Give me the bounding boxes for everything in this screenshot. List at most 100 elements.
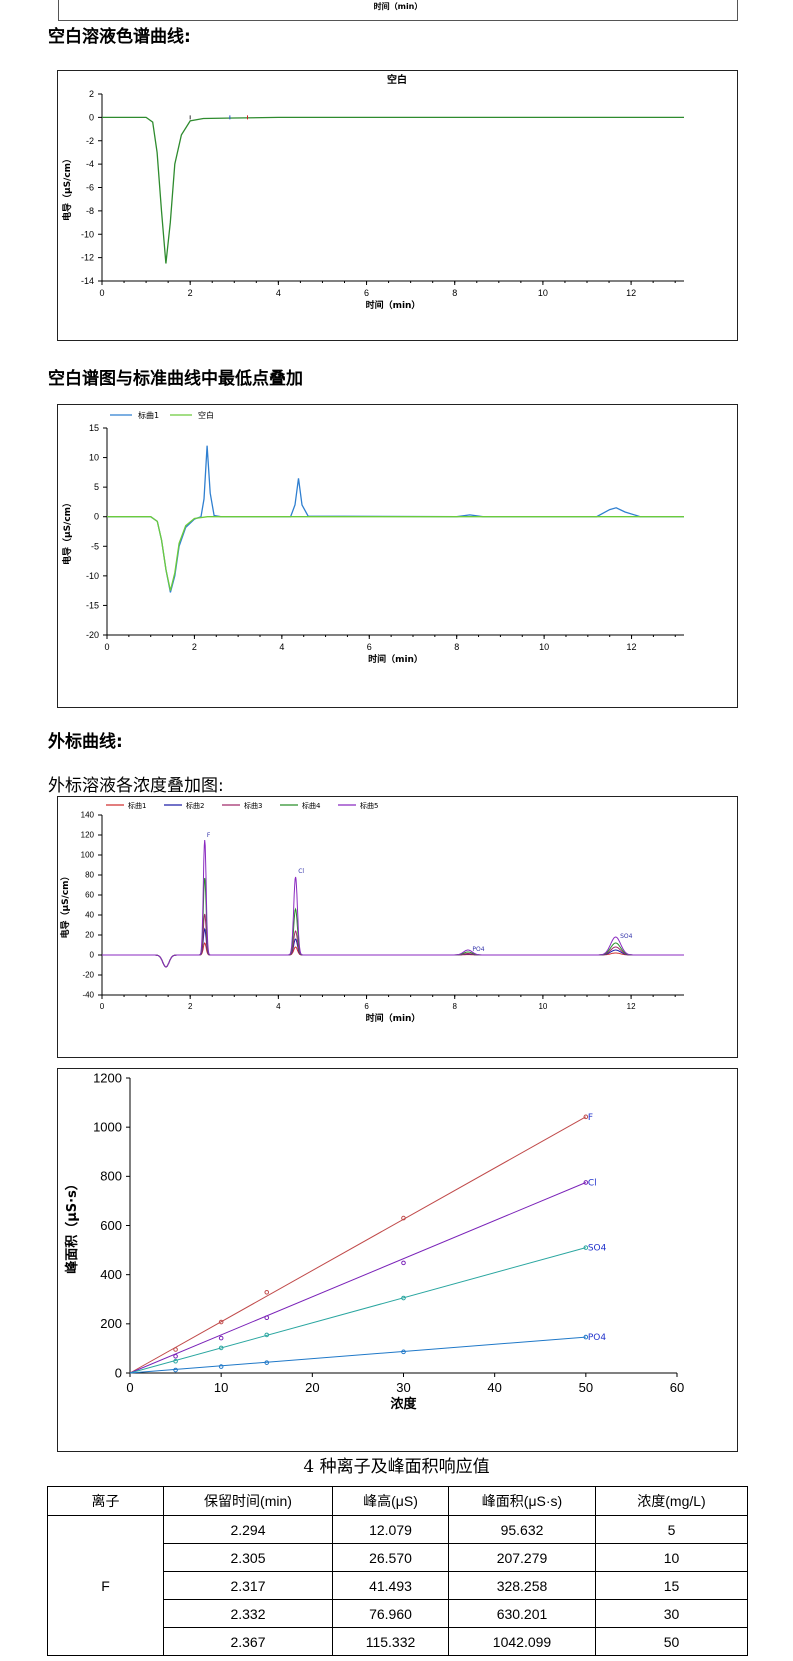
y-tick-label: 10 xyxy=(89,453,99,463)
header-height: 峰高(μS) xyxy=(332,1486,449,1516)
legend-label: 标曲1 xyxy=(128,801,146,810)
area-cell: 328.258 xyxy=(448,1571,596,1600)
x-tick-label: 8 xyxy=(452,288,457,298)
plot-frame xyxy=(102,815,684,995)
header-area: 峰面积(μS·s) xyxy=(448,1486,596,1516)
y-tick-label: -14 xyxy=(81,276,94,286)
y-tick-label: 400 xyxy=(100,1267,122,1282)
x-tick-label: 10 xyxy=(538,288,548,298)
data-point xyxy=(264,1360,270,1365)
data-point xyxy=(173,1353,178,1359)
y-tick-label: 1000 xyxy=(93,1120,122,1135)
header-conc: 浓度(mg/L) xyxy=(595,1486,748,1516)
height-cell: 115.332 xyxy=(332,1627,449,1656)
x-tick-label: 0 xyxy=(100,1002,105,1011)
standards-overlay-chart-svg: 0 2 4 6 8 10 12 140 120 100 80 60 40 20 0 -20 -40 时间（min）… xyxy=(59,801,684,1024)
x-tick-label: 4 xyxy=(276,288,281,298)
x-tick-label: 8 xyxy=(454,642,459,652)
x-tick-label: 30 xyxy=(396,1380,410,1395)
data-point xyxy=(583,1180,589,1185)
overlay-all-section-title: 外标溶液各浓度叠加图: xyxy=(48,776,224,796)
y-tick-label: -10 xyxy=(86,571,99,581)
blank-section-title: 空白溶液色谱曲线: xyxy=(48,27,191,47)
legend-label: 标曲5 xyxy=(360,801,378,810)
x-tick-label: 2 xyxy=(188,1002,193,1011)
area-cell: 95.632 xyxy=(448,1515,596,1544)
y-tick-label: 5 xyxy=(94,482,99,492)
y-tick-label: 140 xyxy=(81,811,95,820)
height-cell: 41.493 xyxy=(332,1571,449,1600)
y-axis-label: 电导（μS/cm） xyxy=(61,498,73,565)
fit-line xyxy=(129,1336,586,1374)
y-tick-label: 200 xyxy=(100,1316,122,1331)
data-point xyxy=(583,1245,589,1250)
conc-cell: 10 xyxy=(595,1543,748,1572)
data-point xyxy=(401,1349,406,1355)
chart-title: 空白 xyxy=(387,73,407,86)
x-axis-label: 浓度 xyxy=(390,1396,417,1412)
data-point xyxy=(173,1347,178,1352)
conc-cell: 5 xyxy=(595,1515,748,1544)
table-row: F 2.294 12.079 95.632 5 xyxy=(47,1515,748,1656)
area-cell: 1042.099 xyxy=(448,1627,596,1656)
x-tick-label: 6 xyxy=(367,642,372,652)
y-axis-label: 电导（μS/cm） xyxy=(61,154,73,221)
x-tick-label: 6 xyxy=(364,288,369,298)
y-tick-label: 40 xyxy=(85,911,94,920)
x-tick-label: 4 xyxy=(276,1002,281,1011)
previous-chart-fragment: 时间（min） xyxy=(58,0,738,21)
series-line xyxy=(102,877,684,968)
series-label: SO4 xyxy=(588,1244,607,1254)
data-point xyxy=(401,1295,406,1301)
y-tick-label: -15 xyxy=(86,600,99,610)
y-tick-label: 0 xyxy=(115,1365,122,1380)
x-tick-label: 10 xyxy=(538,1002,547,1011)
data-point xyxy=(583,1334,589,1340)
area-cell: 630.201 xyxy=(448,1599,596,1628)
x-tick-label: 4 xyxy=(279,642,284,652)
table-row: 2.367 115.332 1042.099 50 xyxy=(48,1627,748,1656)
data-point xyxy=(173,1358,178,1364)
height-cell: 12.079 xyxy=(332,1515,449,1544)
x-tick-label: 2 xyxy=(192,642,197,652)
header-ion: 离子 xyxy=(47,1486,164,1516)
standards-overlay-chart: 0 2 4 6 8 10 12 140 120 100 80 60 40 20 0 -20 -40 时间（min）… xyxy=(57,796,738,1058)
previous-chart-xlabel: 时间（min） xyxy=(373,2,423,11)
blank-chart-svg: 空白 0 2 4 6 8 10 12 2 0 -2 -4 -6 -8 -10 -12 -14 时间（min） 电导（… xyxy=(61,73,684,311)
conc-cell: 30 xyxy=(595,1599,748,1628)
data-point xyxy=(218,1319,224,1325)
x-tick-label: 12 xyxy=(627,1002,636,1011)
response-table: 离子 保留时间(min) 峰高(μS) 峰面积(μS·s) 浓度(mg/L) F… xyxy=(47,1486,748,1656)
retention-cell: 2.367 xyxy=(163,1627,333,1656)
x-tick-label: 50 xyxy=(579,1380,593,1395)
conc-cell: 15 xyxy=(595,1571,748,1600)
y-tick-label: 100 xyxy=(81,851,95,860)
series-line xyxy=(102,839,684,968)
legend-label: 标曲4 xyxy=(302,801,321,810)
table-row: 2.305 26.570 207.279 10 xyxy=(48,1543,748,1572)
y-tick-label: 600 xyxy=(100,1218,122,1233)
x-axis-label: 时间（min） xyxy=(366,1012,421,1024)
retention-cell: 2.294 xyxy=(163,1515,333,1544)
y-tick-label: -4 xyxy=(86,159,94,169)
conc-cell: 50 xyxy=(595,1627,748,1656)
x-tick-label: 8 xyxy=(453,1002,458,1011)
y-tick-label: 60 xyxy=(85,891,94,900)
overlay-chart: 0 2 4 6 8 10 12 15 10 5 0 -5 -10 -15 -20 时间（min） 电导（μS/c… xyxy=(57,404,738,708)
blank-chart: 空白 0 2 4 6 8 10 12 2 0 -2 -4 -6 -8 -10 -12 -14 时间（min） 电导（… xyxy=(57,70,738,341)
y-tick-label: 800 xyxy=(100,1169,122,1184)
height-cell: 76.960 xyxy=(332,1599,449,1628)
y-axis-label: 峰面积（μS·s） xyxy=(64,1177,80,1274)
y-tick-label: -10 xyxy=(81,229,94,239)
x-tick-label: 6 xyxy=(364,1002,369,1011)
overlay-chart-svg: 0 2 4 6 8 10 12 15 10 5 0 -5 -10 -15 -20 时间（min） 电导（μS/c… xyxy=(61,410,684,665)
x-tick-label: 20 xyxy=(305,1380,319,1395)
ion-cell: F xyxy=(47,1515,164,1656)
data-point xyxy=(264,1332,270,1338)
y-axis-label: 电导（μS/cm） xyxy=(59,871,71,938)
x-tick-label: 10 xyxy=(214,1380,228,1395)
data-point xyxy=(173,1367,178,1373)
x-tick-label: 0 xyxy=(99,288,104,298)
data-point xyxy=(401,1215,406,1221)
x-tick-label: 12 xyxy=(626,288,636,298)
